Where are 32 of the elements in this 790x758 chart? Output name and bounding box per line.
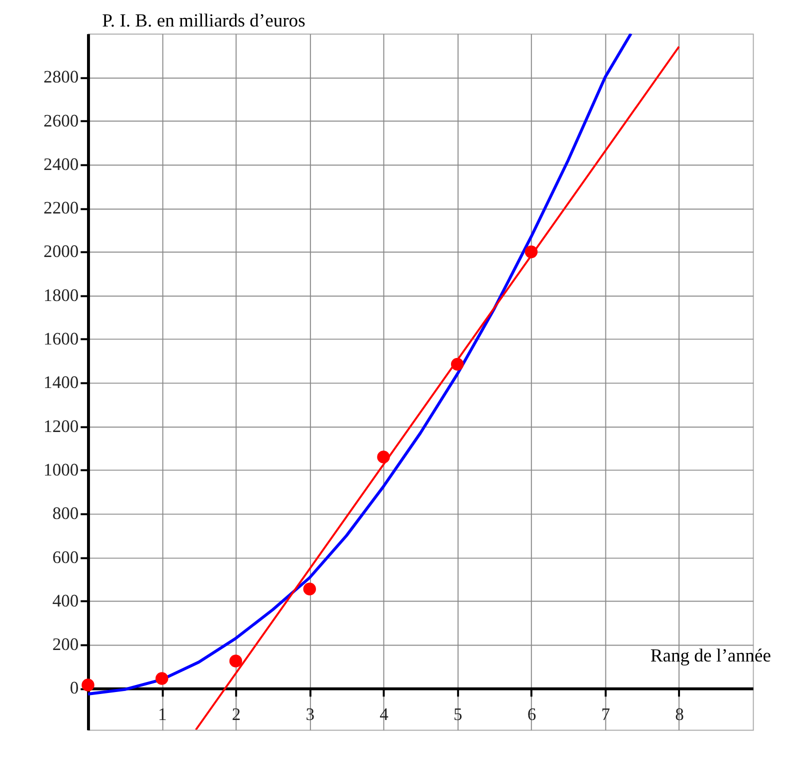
- y-tick-label: 2200: [44, 198, 79, 218]
- y-tick-label: 1800: [44, 284, 79, 305]
- y-tick-label: 1600: [44, 328, 79, 349]
- y-tick-label: 2600: [44, 110, 79, 130]
- x-tick-label: 7: [601, 704, 610, 724]
- y-tick-label: 600: [52, 546, 79, 567]
- x-tick-label: 1: [158, 704, 167, 724]
- point: [303, 582, 316, 596]
- y-tick-label: 1000: [44, 459, 79, 480]
- y-tick-label: 1400: [44, 372, 79, 392]
- x-tick-label: 2: [232, 704, 241, 724]
- x-tick-label: 6: [527, 704, 536, 724]
- line-series: [88, 34, 632, 696]
- point: [229, 654, 242, 668]
- y-tick-label: 2800: [44, 66, 79, 87]
- point: [377, 450, 390, 464]
- point: [155, 672, 168, 685]
- y-tick-label: 400: [52, 590, 79, 610]
- y-tick-label: 2400: [44, 154, 79, 174]
- y-tick-label: 200: [52, 634, 79, 654]
- y-axis-title: P. I. B. en milliards d’euros: [102, 10, 306, 32]
- x-tick-label: 5: [453, 704, 462, 724]
- x-tick-label: 8: [675, 704, 684, 724]
- x-axis-title: Rang de l’année: [650, 645, 771, 666]
- point: [450, 358, 464, 371]
- y-tick-label: 2000: [44, 241, 79, 262]
- y-tick-label: 1200: [44, 416, 79, 436]
- x-tick-label: 4: [380, 704, 389, 724]
- y-tick-label: 800: [52, 503, 79, 524]
- point: [524, 246, 538, 258]
- y-tick-label: 0: [70, 678, 79, 698]
- x-tick-label: 3: [306, 704, 315, 724]
